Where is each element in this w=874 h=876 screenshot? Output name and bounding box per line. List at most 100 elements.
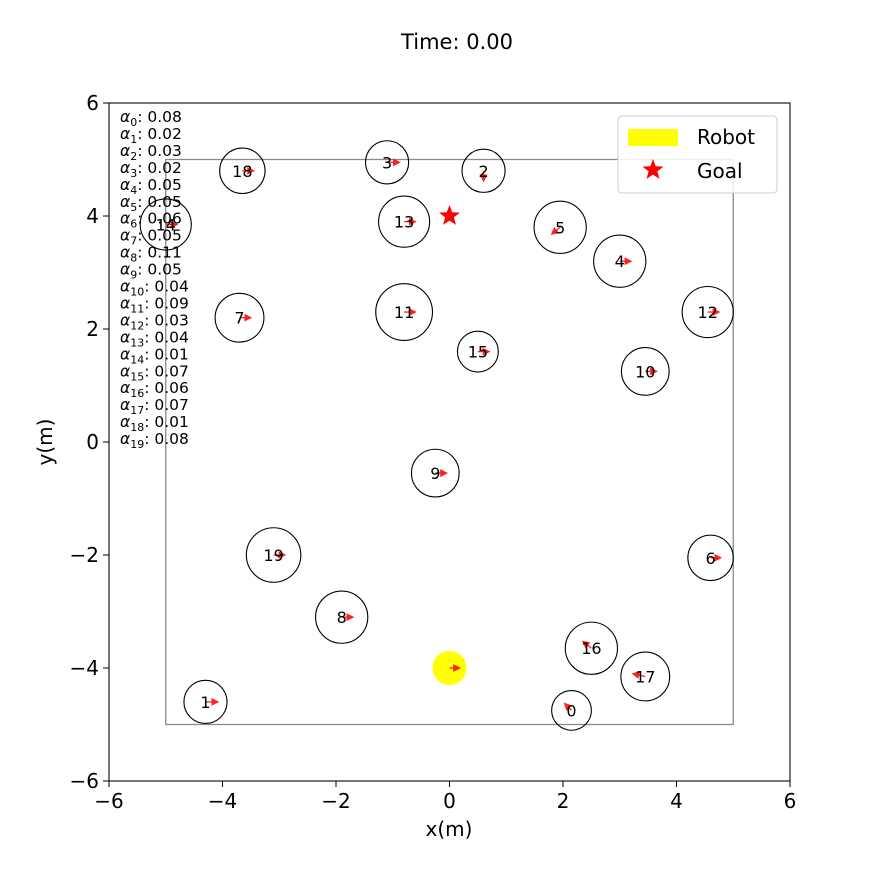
human-agent: 9 — [410, 448, 460, 498]
legend-robot-label: Robot — [697, 125, 755, 149]
alpha-annotation: α0: 0.08 — [120, 108, 182, 129]
alpha-annotation: α18: 0.01 — [120, 413, 189, 434]
human-circle — [551, 689, 592, 731]
human-agent: 5 — [533, 200, 587, 254]
human-circle — [375, 283, 434, 341]
human-id-label: 2 — [478, 162, 488, 181]
human-id-label: 10 — [635, 362, 655, 381]
alpha-annotation: α14: 0.01 — [120, 345, 189, 366]
human-id-label: 12 — [698, 303, 718, 322]
human-agent: 19 — [245, 527, 302, 583]
human-id-label: 15 — [468, 343, 488, 362]
human-circle — [620, 346, 670, 396]
human-heading-arrow — [550, 226, 561, 235]
human-id-label: 7 — [234, 309, 244, 328]
human-agent: 1 — [183, 679, 228, 725]
human-id-label: 17 — [635, 667, 655, 686]
human-circle — [139, 198, 192, 251]
y-tick-label: −6 — [70, 769, 99, 793]
human-circle — [183, 679, 228, 725]
y-tick-label: −4 — [70, 656, 99, 680]
human-id-label: 3 — [382, 153, 392, 172]
human-agent: 17 — [620, 651, 671, 702]
human-circle — [461, 148, 506, 193]
alpha-annotation: α9: 0.05 — [120, 261, 182, 282]
human-id-label: 16 — [581, 639, 601, 658]
human-agent: 7 — [214, 292, 265, 343]
human-circle — [315, 590, 369, 644]
human-circle — [214, 292, 265, 343]
human-id-label: 13 — [394, 213, 414, 232]
y-tick-label: 4 — [86, 204, 99, 228]
human-circle — [681, 285, 734, 339]
y-axis-label: y(m) — [33, 419, 57, 466]
human-agent: 13 — [378, 195, 431, 248]
human-id-label: 4 — [615, 252, 625, 271]
human-circle — [378, 195, 431, 248]
human-agent: 14 — [139, 198, 192, 251]
y-tick-label: 6 — [86, 91, 99, 115]
human-circle — [564, 621, 619, 675]
human-circle — [533, 200, 587, 254]
human-circle — [245, 527, 302, 583]
human-agent: 8 — [315, 590, 369, 644]
human-agent: 2 — [461, 148, 506, 193]
human-heading-arrow — [563, 702, 573, 711]
alpha-annotation: α15: 0.07 — [120, 362, 189, 383]
alpha-annotation: α12: 0.03 — [120, 311, 189, 332]
x-tick-label: 4 — [670, 789, 683, 813]
alpha-annotation: α6: 0.06 — [120, 210, 182, 231]
human-circle — [364, 140, 410, 185]
human-circle — [593, 234, 647, 288]
y-tick-label: 0 — [86, 430, 99, 454]
x-tick-label: −6 — [94, 789, 123, 813]
human-agent: 11 — [375, 283, 434, 341]
human-id-label: 11 — [394, 303, 414, 322]
environment-boundary — [165, 158, 734, 726]
alpha-annotation: α2: 0.03 — [120, 142, 182, 163]
x-tick-label: 2 — [557, 789, 570, 813]
human-id-label: 0 — [566, 701, 576, 720]
human-agent: 4 — [593, 234, 647, 288]
human-id-label: 1 — [200, 693, 210, 712]
alpha-annotation: α13: 0.04 — [120, 328, 189, 349]
x-axis-label: x(m) — [426, 817, 473, 841]
alpha-annotation: α5: 0.05 — [120, 193, 182, 214]
alpha-annotation: α7: 0.05 — [120, 227, 182, 248]
alpha-annotation: α10: 0.04 — [120, 278, 189, 299]
x-tick-label: −4 — [208, 789, 237, 813]
human-heading-arrow — [631, 671, 646, 679]
human-circle — [456, 330, 499, 373]
x-tick-label: −2 — [321, 789, 350, 813]
x-tick-label: 6 — [784, 789, 797, 813]
legend-robot-swatch — [628, 129, 678, 146]
human-agent: 6 — [687, 534, 734, 582]
human-agent: 0 — [551, 689, 592, 731]
human-agent: 3 — [364, 140, 410, 185]
legend-goal-label: Goal — [697, 159, 743, 183]
alpha-annotation: α17: 0.07 — [120, 396, 189, 417]
alpha-annotation: α1: 0.02 — [120, 125, 182, 146]
human-circle — [620, 651, 671, 702]
legend-goal-star — [642, 159, 664, 179]
human-id-label: 8 — [337, 608, 347, 627]
human-id-label: 14 — [156, 215, 176, 234]
goal-star — [439, 205, 460, 225]
alpha-annotation: α16: 0.06 — [120, 379, 189, 400]
human-agent: 18 — [219, 147, 266, 195]
alpha-annotation: α19: 0.08 — [120, 430, 189, 451]
human-id-label: 18 — [232, 162, 252, 181]
legend: Robot Goal — [617, 115, 778, 194]
human-id-label: 6 — [705, 549, 715, 568]
human-id-label: 5 — [555, 218, 565, 237]
alpha-annotation: α11: 0.09 — [120, 294, 189, 315]
alpha-annotation: α3: 0.02 — [120, 159, 182, 180]
human-circle — [219, 147, 266, 195]
chart-title: Time: 0.00 — [400, 30, 513, 54]
human-id-label: 9 — [430, 464, 440, 483]
human-heading-arrow — [581, 640, 592, 649]
alpha-annotation: α8: 0.11 — [120, 244, 182, 265]
human-agent: 12 — [681, 285, 734, 339]
human-circle — [687, 534, 734, 582]
